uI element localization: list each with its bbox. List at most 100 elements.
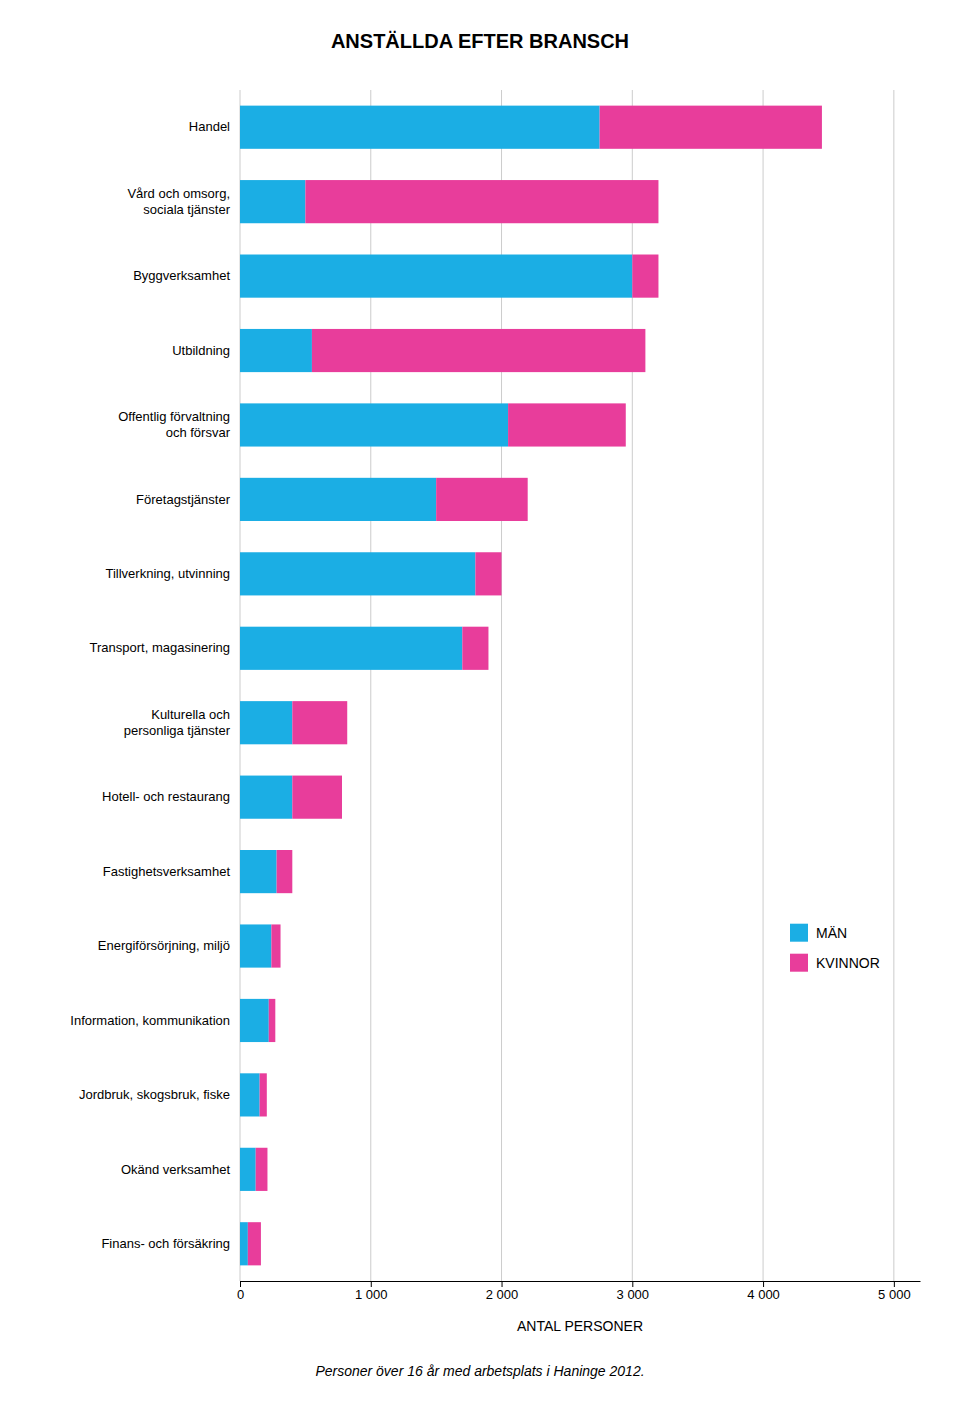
tick-mark — [632, 1281, 633, 1287]
series — [240, 106, 632, 1266]
y-tick: Handel — [189, 119, 230, 134]
bar — [436, 478, 528, 521]
series — [248, 106, 822, 1266]
tick-label: Hotell- och restaurang — [102, 789, 230, 804]
tick-mark — [371, 1281, 372, 1287]
bar — [240, 1148, 256, 1191]
legend-item: MÄN — [790, 924, 847, 942]
bar — [240, 403, 508, 446]
bar — [312, 329, 645, 372]
x-tick: 0 — [237, 1281, 244, 1302]
tick-label: Företagstjänster — [136, 492, 231, 507]
legend-label: MÄN — [816, 925, 847, 941]
y-tick: Byggverksamhet — [133, 268, 230, 283]
bar — [240, 1073, 260, 1116]
tick-label: Information, kommunikation — [70, 1013, 230, 1028]
tick-label: Finans- och försäkring — [101, 1236, 230, 1251]
axis-line — [241, 1281, 921, 1282]
x-tick: 1 000 — [355, 1281, 388, 1302]
bar — [600, 106, 822, 149]
tick-label: Transport, magasinering — [90, 640, 230, 655]
x-tick: 5 000 — [878, 1281, 911, 1302]
bar — [269, 999, 276, 1042]
bar — [240, 1222, 248, 1265]
tick-label: Vård och omsorg,sociala tjänster — [127, 186, 230, 217]
bar — [240, 255, 632, 298]
tick-label: 3 000 — [617, 1287, 650, 1302]
y-tick: Utbildning — [172, 343, 230, 358]
grid-line — [763, 90, 764, 1281]
legend-item: KVINNOR — [790, 954, 880, 972]
y-tick: Företagstjänster — [136, 492, 231, 507]
tick-label: Kulturella ochpersonliga tjänster — [124, 707, 231, 738]
bar — [240, 776, 292, 819]
y-tick: Finans- och försäkring — [101, 1236, 230, 1251]
bar — [508, 403, 626, 446]
tick-mark — [240, 1281, 241, 1287]
tick-label: 4 000 — [747, 1287, 780, 1302]
bar — [240, 850, 277, 893]
tick-label: Energiförsörjning, miljö — [98, 938, 230, 953]
tick-label: 2 000 — [486, 1287, 519, 1302]
tick-label: 5 000 — [878, 1287, 911, 1302]
tick-label: Utbildning — [172, 343, 230, 358]
bar — [248, 1222, 261, 1265]
grid — [240, 90, 894, 1281]
bar — [260, 1073, 267, 1116]
bar — [277, 850, 293, 893]
tick-label: Handel — [189, 119, 230, 134]
bar — [632, 255, 658, 298]
bar — [292, 701, 347, 744]
y-tick: Tillverkning, utvinning — [105, 566, 230, 581]
tick-label: Jordbruk, skogsbruk, fiske — [79, 1087, 230, 1102]
bar — [292, 776, 342, 819]
title: ANSTÄLLDA EFTER BRANSCH — [331, 30, 629, 52]
bar — [240, 106, 600, 149]
tick-mark — [502, 1281, 503, 1287]
tick-label: Byggverksamhet — [133, 268, 230, 283]
y-tick: Fastighetsverksamhet — [103, 864, 231, 879]
legend-label: KVINNOR — [816, 955, 880, 971]
bars — [240, 106, 822, 1266]
legend: MÄN KVINNOR — [790, 924, 880, 972]
tick-label: Tillverkning, utvinning — [105, 566, 230, 581]
y-tick: Kulturella ochpersonliga tjänster — [124, 707, 231, 738]
bar — [240, 999, 269, 1042]
tick-label: 1 000 — [355, 1287, 388, 1302]
x-tick: 4 000 — [747, 1281, 780, 1302]
plot-area: 0 1 000 2 000 3 000 4 000 5 000 Handel Vård och… — [70, 90, 920, 1302]
tick-mark — [763, 1281, 764, 1287]
y-tick: Energiförsörjning, miljö — [98, 938, 230, 953]
legend-swatch — [790, 954, 808, 972]
grid-line — [893, 90, 894, 1281]
legend-swatch — [790, 924, 808, 942]
tick-label: Okänd verksamhet — [121, 1162, 230, 1177]
bar — [256, 1148, 268, 1191]
x-axis: 0 1 000 2 000 3 000 4 000 5 000 — [237, 1281, 921, 1302]
bar — [462, 627, 488, 670]
bar — [240, 552, 475, 595]
y-tick: Vård och omsorg,sociala tjänster — [127, 186, 230, 217]
tick-mark — [894, 1281, 895, 1287]
bar — [305, 180, 658, 223]
chart: ANSTÄLLDA EFTER BRANSCH 0 1 000 2 000 3 000 4… — [0, 0, 960, 1411]
y-tick: Okänd verksamhet — [121, 1162, 230, 1177]
bar — [240, 329, 312, 372]
y-tick: Transport, magasinering — [90, 640, 230, 655]
tick-label: Offentlig förvaltningoch försvar — [118, 409, 230, 440]
y-tick: Jordbruk, skogsbruk, fiske — [79, 1087, 230, 1102]
bar — [271, 924, 280, 967]
bar — [240, 924, 271, 967]
bar — [240, 180, 305, 223]
bar — [240, 627, 462, 670]
y-tick: Information, kommunikation — [70, 1013, 230, 1028]
tick-label: 0 — [237, 1287, 244, 1302]
bar — [240, 478, 436, 521]
bar — [475, 552, 501, 595]
x-axis-title: ANTAL PERSONER — [517, 1318, 643, 1334]
tick-label: Fastighetsverksamhet — [103, 864, 231, 879]
subtitle: Personer över 16 år med arbetsplats i Ha… — [315, 1363, 644, 1379]
y-tick: Hotell- och restaurang — [102, 789, 230, 804]
x-tick: 3 000 — [617, 1281, 650, 1302]
x-tick: 2 000 — [486, 1281, 519, 1302]
